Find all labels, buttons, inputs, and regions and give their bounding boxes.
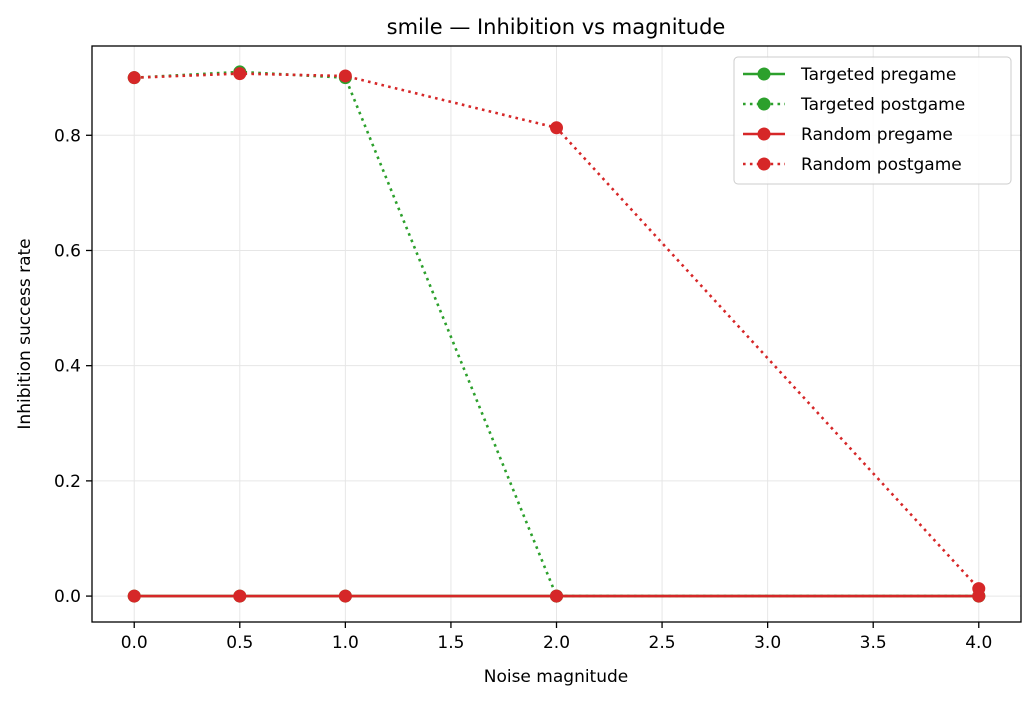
x-tick-label: 1.5 xyxy=(437,633,464,653)
data-point xyxy=(550,589,563,603)
legend-marker xyxy=(757,97,771,111)
series-3 xyxy=(127,67,986,596)
series-layer xyxy=(127,65,986,603)
legend-entry: Targeted postgame xyxy=(743,95,965,115)
legend-label: Targeted postgame xyxy=(800,95,965,115)
x-tick-label: 0.0 xyxy=(121,633,148,653)
y-tick-label: 0.8 xyxy=(54,126,81,146)
series-2 xyxy=(127,589,986,603)
data-point xyxy=(338,589,352,603)
y-tick-label: 0.0 xyxy=(54,587,81,607)
legend-entry: Random postgame xyxy=(743,155,962,175)
x-tick-label: 2.0 xyxy=(543,633,570,653)
x-tick-label: 3.5 xyxy=(860,633,887,653)
legend-entry: Targeted pregame xyxy=(743,65,956,85)
legend: Targeted pregame Targeted postgame Random … xyxy=(733,56,1012,185)
y-tick-label: 0.6 xyxy=(54,241,81,261)
y-axis-label: Inhibition success rate xyxy=(15,238,35,429)
y-axis: 0.0 0.2 0.4 0.6 0.8 xyxy=(54,126,92,607)
data-point xyxy=(338,69,352,83)
legend-label: Random postgame xyxy=(801,155,962,175)
series-line xyxy=(134,72,980,590)
data-point xyxy=(127,589,141,603)
data-point xyxy=(233,67,247,81)
x-tick-label: 3.0 xyxy=(754,633,781,653)
x-tick-label: 1.0 xyxy=(332,633,359,653)
legend-label: Targeted pregame xyxy=(800,65,956,85)
legend-marker xyxy=(757,127,771,141)
legend-marker xyxy=(757,157,771,171)
x-tick-label: 2.5 xyxy=(649,633,676,653)
data-point xyxy=(972,582,986,596)
x-axis: 0.0 0.5 1.0 1.5 2.0 2.5 3.0 3.5 4.0 xyxy=(121,622,992,653)
x-tick-label: 4.0 xyxy=(965,633,992,653)
y-tick-label: 0.2 xyxy=(54,472,81,492)
x-axis-label: Noise magnitude xyxy=(484,667,629,687)
y-tick-label: 0.4 xyxy=(54,357,81,377)
legend-entry: Random pregame xyxy=(743,125,953,145)
x-tick-label: 0.5 xyxy=(226,633,253,653)
chart-title: smile — Inhibition vs magnitude xyxy=(387,15,726,39)
legend-label: Random pregame xyxy=(801,125,953,145)
data-point xyxy=(233,589,247,603)
data-point xyxy=(550,121,563,135)
legend-frame xyxy=(733,56,1012,185)
legend-marker xyxy=(757,67,771,81)
data-point xyxy=(127,71,141,85)
